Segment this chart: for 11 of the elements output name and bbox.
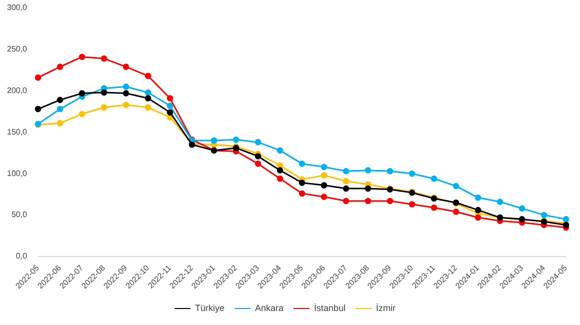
- legend-label: Türkiye: [194, 302, 224, 313]
- y-tick-label: 100,0: [6, 168, 28, 178]
- legend-label: İstanbul: [314, 302, 346, 313]
- y-tick-label: 250,0: [6, 44, 28, 54]
- y-tick-label: 0,0: [16, 252, 28, 261]
- y-tick-label: 300,0: [6, 3, 28, 12]
- y-tick-label: 200,0: [6, 86, 28, 96]
- y-tick-label: 150,0: [6, 127, 28, 136]
- legend-label: Ankara: [254, 302, 284, 313]
- y-tick-label: 50,0: [11, 210, 28, 220]
- legend-label: İzmir: [376, 302, 396, 313]
